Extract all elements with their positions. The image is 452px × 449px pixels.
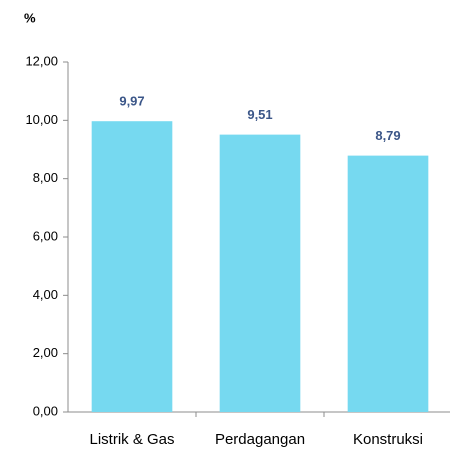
x-tick-label: Perdagangan: [215, 431, 305, 448]
y-tick-label: 12,00: [25, 53, 58, 68]
y-tick-label: 0,00: [33, 403, 58, 418]
y-tick-label: 4,00: [33, 287, 58, 302]
data-label: 9,51: [247, 107, 272, 122]
y-tick-label: 2,00: [33, 345, 58, 360]
y-tick-label: 10,00: [25, 112, 58, 127]
y-axis-label: %: [24, 10, 36, 25]
bar: [91, 121, 173, 412]
bar: [347, 155, 429, 412]
y-tick-label: 6,00: [33, 228, 58, 243]
x-tick-label: Listrik & Gas: [89, 431, 174, 448]
x-tick-label: Konstruksi: [353, 431, 423, 448]
data-label: 8,79: [375, 128, 400, 143]
data-label: 9,97: [119, 94, 144, 109]
y-tick-label: 8,00: [33, 170, 58, 185]
bar: [219, 134, 301, 412]
